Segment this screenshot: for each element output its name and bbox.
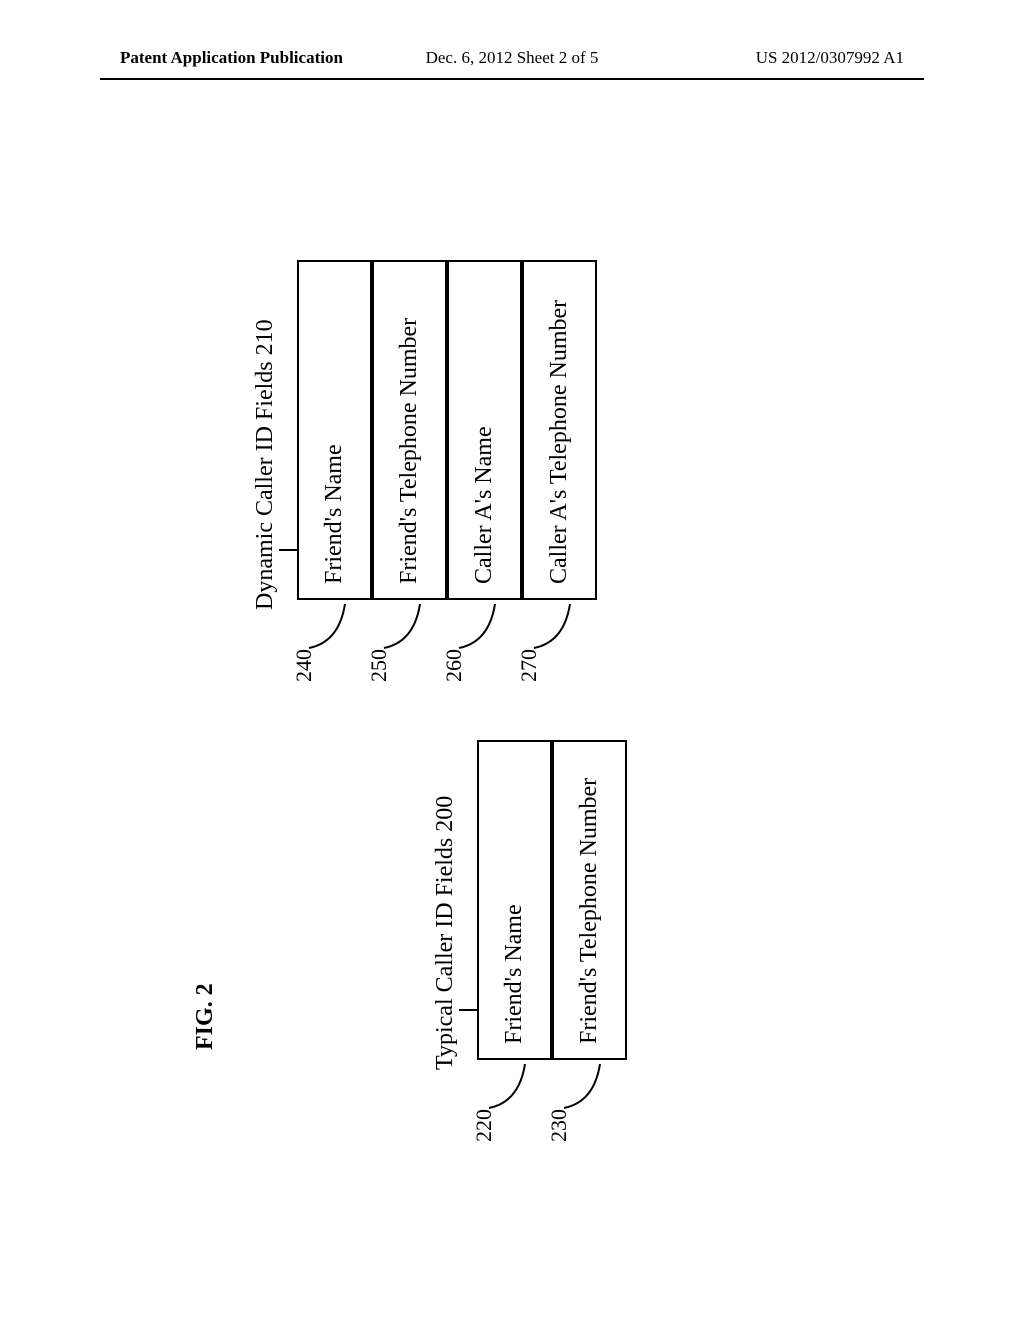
leader-curve-icon [489, 1060, 536, 1108]
dynamic-row-260: Caller A's Name [447, 260, 522, 600]
leader-curve-icon [309, 600, 356, 648]
figure-title: FIG. 2 [192, 983, 219, 1050]
dynamic-row-250: Friend's Telephone Number [372, 260, 447, 600]
leader-curve-icon [384, 600, 431, 648]
typical-boxes: 220 Friend's Name 230 Friend's Telephone… [477, 740, 627, 1060]
header-divider [100, 78, 924, 80]
leader-curve-icon [459, 600, 506, 648]
ref-260: 260 [441, 649, 467, 682]
page-header: Patent Application Publication Dec. 6, 2… [0, 48, 1024, 68]
typical-row-230: Friend's Telephone Number [552, 740, 627, 1060]
dynamic-row-270: Caller A's Telephone Number [522, 260, 597, 600]
ref-240: 240 [291, 649, 317, 682]
leader-curve-icon [564, 1060, 611, 1108]
header-publication: Patent Application Publication [120, 48, 343, 68]
ref-250: 250 [366, 649, 392, 682]
leader-curve-icon [534, 600, 581, 648]
dynamic-heading: Dynamic Caller ID Fields 210 [252, 260, 279, 610]
dynamic-boxes: 240 Friend's Name 250 Friend's Telephone… [297, 260, 597, 600]
header-pub-number: US 2012/0307992 A1 [756, 48, 904, 68]
dynamic-row-240: Friend's Name [297, 260, 372, 600]
typical-heading: Typical Caller ID Fields 200 [432, 740, 459, 1070]
ref-220: 220 [471, 1109, 497, 1142]
header-date-sheet: Dec. 6, 2012 Sheet 2 of 5 [426, 48, 599, 68]
typical-row-220: Friend's Name [477, 740, 552, 1060]
dynamic-caller-id-group: Dynamic Caller ID Fields 210 240 Friend'… [252, 260, 597, 600]
typical-caller-id-group: Typical Caller ID Fields 200 220 Friend'… [432, 740, 627, 1060]
ref-270: 270 [516, 649, 542, 682]
ref-230: 230 [546, 1109, 572, 1142]
figure-2-rotated: FIG. 2 Typical Caller ID Fields 200 220 … [62, 320, 962, 1000]
